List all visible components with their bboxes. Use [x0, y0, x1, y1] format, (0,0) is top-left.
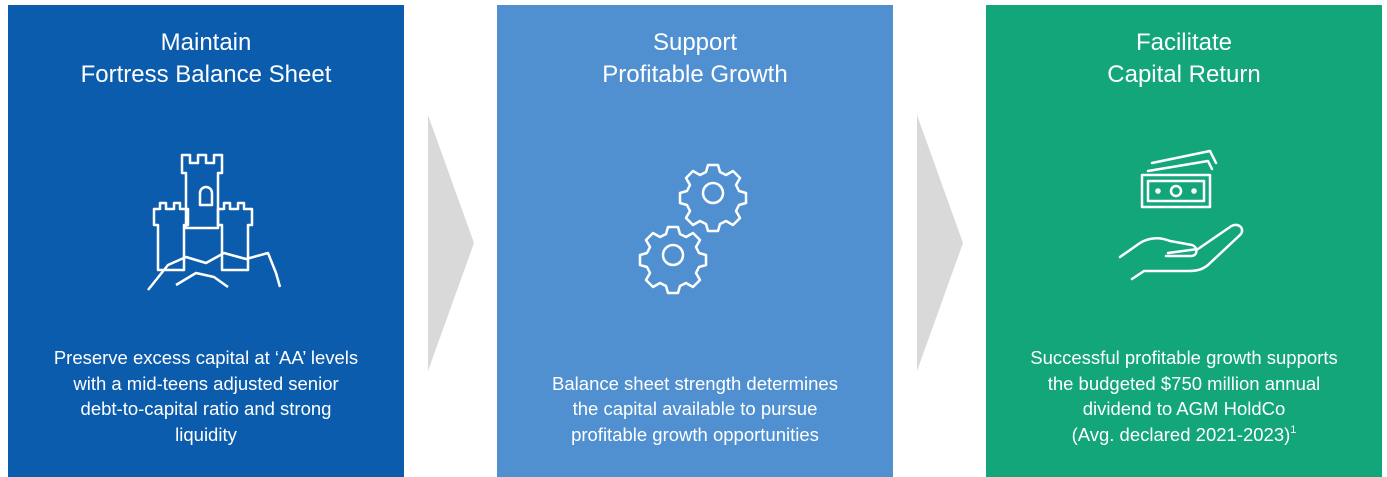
body-line: (Avg. declared 2021-2023)1: [986, 422, 1382, 448]
castle-icon: [147, 153, 282, 291]
panel-title: Facilitate Capital Return: [986, 27, 1382, 91]
title-line: Maintain: [160, 29, 252, 56]
panel-body: Balance sheet strength determines the ca…: [497, 371, 893, 448]
body-line: Balance sheet strength determines: [552, 372, 838, 394]
title-line: Support: [652, 29, 738, 56]
title-line: Profitable Growth: [602, 61, 788, 88]
panel-body: Successful profitable growth supports th…: [986, 345, 1382, 447]
footnote-marker: 1: [1290, 423, 1297, 436]
body-line: the budgeted $750 million annual: [1047, 372, 1321, 394]
body-line: debt-to-capital ratio and strong: [80, 398, 332, 419]
body-line: Successful profitable growth supports: [1030, 347, 1338, 368]
body-line: with a mid-teens adjusted senior: [73, 372, 339, 394]
title-line: Capital Return: [1107, 61, 1261, 88]
money-hand-icon: [1118, 149, 1244, 281]
panel: Maintain Fortress Balance Sheet Preserve…: [8, 5, 404, 477]
panel-body: Preserve excess capital at ‘AA’ levels w…: [8, 345, 404, 447]
panel-title: Support Profitable Growth: [497, 27, 893, 91]
panel: Support Profitable Growth Balance sheet …: [497, 5, 893, 477]
body-line: liquidity: [175, 423, 237, 445]
title-line: Facilitate: [1135, 29, 1233, 56]
panel-title: Maintain Fortress Balance Sheet: [8, 27, 404, 91]
arrow: [917, 115, 963, 371]
body-line: Preserve excess capital at ‘AA’ levels: [53, 347, 359, 368]
body-text: (Avg. declared 2021-2023): [1071, 423, 1291, 445]
body-line: profitable growth opportunities: [571, 423, 819, 445]
title-line: Fortress Balance Sheet: [80, 61, 332, 88]
panel: Facilitate Capital Return Successful pro…: [986, 5, 1382, 477]
body-line: the capital available to pursue: [572, 398, 818, 419]
gears-icon: [638, 163, 748, 295]
arrow: [428, 115, 474, 371]
body-line: dividend to AGM HoldCo: [1082, 398, 1286, 419]
